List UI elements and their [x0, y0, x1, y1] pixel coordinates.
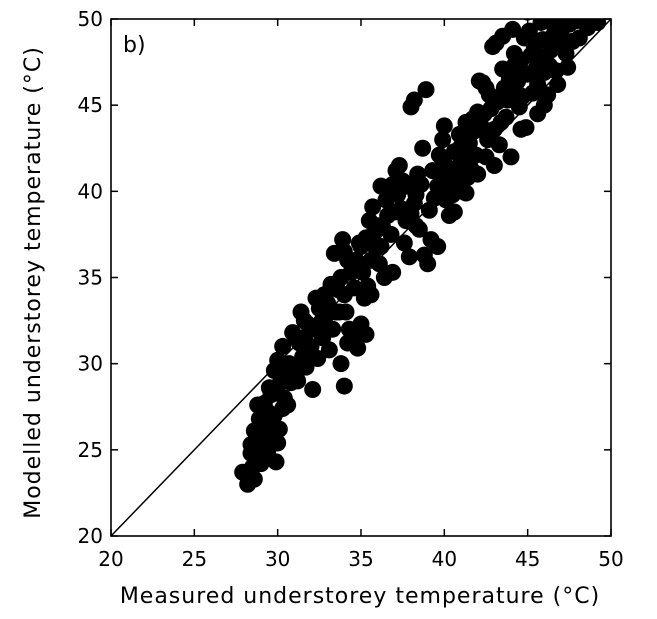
- data-point: [309, 349, 327, 367]
- data-point: [390, 156, 408, 174]
- data-point: [364, 198, 382, 216]
- data-point: [347, 251, 365, 269]
- data-point: [502, 148, 520, 166]
- data-point: [589, 19, 607, 31]
- data-point: [320, 341, 338, 359]
- data-point: [362, 286, 380, 304]
- x-tick-label: 40: [432, 547, 457, 571]
- data-point: [384, 263, 402, 281]
- data-point: [535, 96, 553, 114]
- data-point: [312, 313, 330, 331]
- data-point: [295, 329, 313, 347]
- data-point: [265, 362, 283, 380]
- data-point: [350, 234, 368, 252]
- data-point: [522, 19, 533, 21]
- data-point: [382, 225, 400, 243]
- y-tick-label: 30: [78, 352, 103, 376]
- data-point: [370, 255, 388, 273]
- data-point: [357, 325, 375, 343]
- data-point: [497, 108, 515, 126]
- data-point: [414, 139, 432, 157]
- data-point: [434, 131, 452, 149]
- data-point: [335, 377, 353, 395]
- data-point: [274, 337, 292, 355]
- data-point: [325, 244, 343, 262]
- data-point: [399, 177, 417, 195]
- x-tick-label: 35: [348, 547, 373, 571]
- data-point: [512, 120, 530, 138]
- data-point: [295, 312, 313, 330]
- x-tick-label: 50: [598, 547, 623, 571]
- data-point: [417, 81, 435, 99]
- data-point: [549, 75, 567, 93]
- data-point: [304, 381, 322, 399]
- data-point: [400, 248, 418, 266]
- data-point: [372, 177, 390, 195]
- data-point: [255, 394, 273, 412]
- ticks-layer: 20 25 30 35 40 45 50 20 25 30 35 40 45 50: [78, 7, 624, 571]
- data-point: [250, 410, 268, 428]
- y-tick-label: 35: [78, 266, 103, 290]
- data-point: [445, 203, 463, 221]
- data-point: [334, 231, 352, 249]
- data-point: [457, 184, 475, 202]
- data-point: [242, 436, 260, 454]
- data-point: [469, 165, 487, 183]
- data-point: [412, 175, 430, 193]
- data-point: [259, 443, 277, 461]
- data-point: [494, 27, 512, 45]
- x-tick-label: 45: [515, 547, 540, 571]
- data-point: [407, 217, 425, 235]
- y-tick-label: 40: [78, 179, 103, 203]
- data-point: [485, 156, 503, 174]
- data-point: [315, 286, 333, 304]
- data-point: [270, 420, 288, 438]
- x-tick-label: 20: [98, 547, 123, 571]
- data-point: [330, 303, 348, 321]
- data-point: [429, 237, 447, 255]
- data-point: [457, 113, 475, 131]
- data-point: [332, 355, 350, 373]
- data-point: [520, 22, 538, 40]
- data-point: [500, 70, 518, 88]
- x-axis-title: Measured understorey temperature (°C): [120, 584, 600, 609]
- panel-label: b): [123, 33, 146, 58]
- y-axis-title: Modelled understorey temperature (°C): [21, 46, 46, 519]
- data-point: [279, 396, 297, 414]
- data-point: [505, 57, 523, 75]
- data-point: [277, 372, 295, 390]
- points-layer: [234, 19, 607, 493]
- x-tick-label: 30: [265, 547, 290, 571]
- data-point: [405, 91, 423, 109]
- data-point: [477, 79, 495, 97]
- data-point: [419, 255, 437, 273]
- data-point: [367, 239, 385, 257]
- data-point: [435, 117, 453, 135]
- data-point: [289, 372, 307, 390]
- y-tick-label: 20: [78, 524, 103, 548]
- data-point: [469, 103, 487, 121]
- data-point: [339, 334, 357, 352]
- data-point: [562, 19, 580, 28]
- y-tick-label: 50: [78, 7, 103, 31]
- data-point: [395, 234, 413, 252]
- x-tick-label: 25: [182, 547, 207, 571]
- data-point: [490, 136, 508, 154]
- y-tick-label: 45: [78, 93, 103, 117]
- one-to-one-line: [110, 18, 612, 537]
- data-point: [234, 463, 252, 481]
- data-point: [559, 58, 577, 76]
- data-point: [260, 379, 278, 397]
- y-tick-label: 25: [78, 438, 103, 462]
